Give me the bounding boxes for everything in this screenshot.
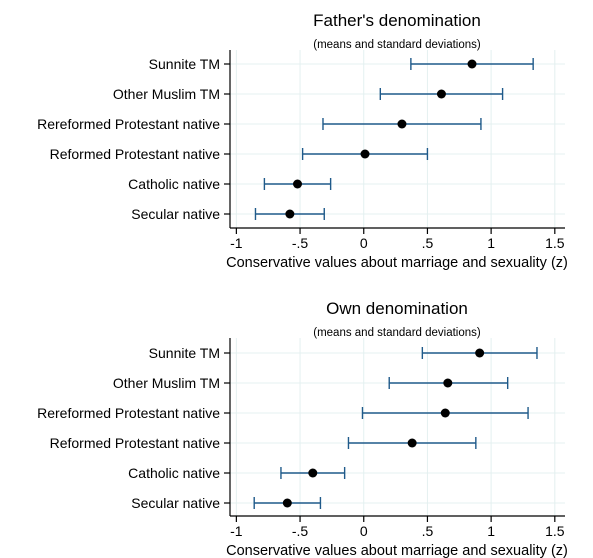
mean-point: [467, 59, 477, 69]
category-label: Secular native: [131, 206, 220, 222]
x-tick-label: 0: [360, 235, 368, 251]
mean-point: [407, 438, 417, 448]
mean-point: [282, 498, 292, 508]
panel-fathers-denomination: Father's denomination (means and standar…: [37, 11, 568, 271]
chart-subtitle: (means and standard deviations): [313, 327, 481, 339]
category-label: Catholic native: [128, 176, 220, 192]
x-tick-label: 0: [360, 523, 368, 539]
x-tick-label: -.5: [292, 523, 309, 539]
mean-point: [440, 408, 450, 418]
panel-own-denomination: Own denomination (means and standard dev…: [37, 299, 568, 558]
x-tick-label: 1.5: [545, 523, 565, 539]
mean-point: [397, 119, 407, 129]
chart-subtitle: (means and standard deviations): [313, 39, 481, 51]
mean-point: [293, 179, 303, 189]
x-axis-label: Conservative values about marriage and s…: [226, 543, 568, 558]
x-tick-label: .5: [422, 235, 434, 251]
x-tick-label: -.5: [292, 235, 309, 251]
mean-point: [285, 209, 295, 219]
x-tick-label: 1.5: [545, 235, 565, 251]
category-label: Rereformed Protestant native: [37, 116, 220, 132]
chart-title: Father's denomination: [313, 11, 481, 30]
mean-point: [360, 149, 370, 159]
category-label: Other Muslim TM: [113, 375, 220, 391]
category-label: Reformed Protestant native: [50, 146, 221, 162]
category-label: Reformed Protestant native: [50, 435, 221, 451]
x-axis-label: Conservative values about marriage and s…: [226, 255, 568, 271]
x-tick-label: 1: [487, 235, 495, 251]
category-label: Sunnite TM: [149, 345, 220, 361]
chart-title: Own denomination: [326, 299, 468, 318]
category-label: Catholic native: [128, 465, 220, 481]
category-label: Sunnite TM: [149, 56, 220, 72]
category-label: Other Muslim TM: [113, 86, 220, 102]
category-label: Secular native: [131, 495, 220, 511]
mean-point: [436, 89, 446, 99]
x-tick-label: 1: [487, 523, 495, 539]
x-tick-label: -1: [230, 523, 243, 539]
x-tick-label: .5: [422, 523, 434, 539]
mean-point: [308, 468, 318, 478]
category-label: Rereformed Protestant native: [37, 405, 220, 421]
mean-point: [443, 378, 453, 388]
mean-point: [475, 348, 485, 358]
x-tick-label: -1: [230, 235, 243, 251]
